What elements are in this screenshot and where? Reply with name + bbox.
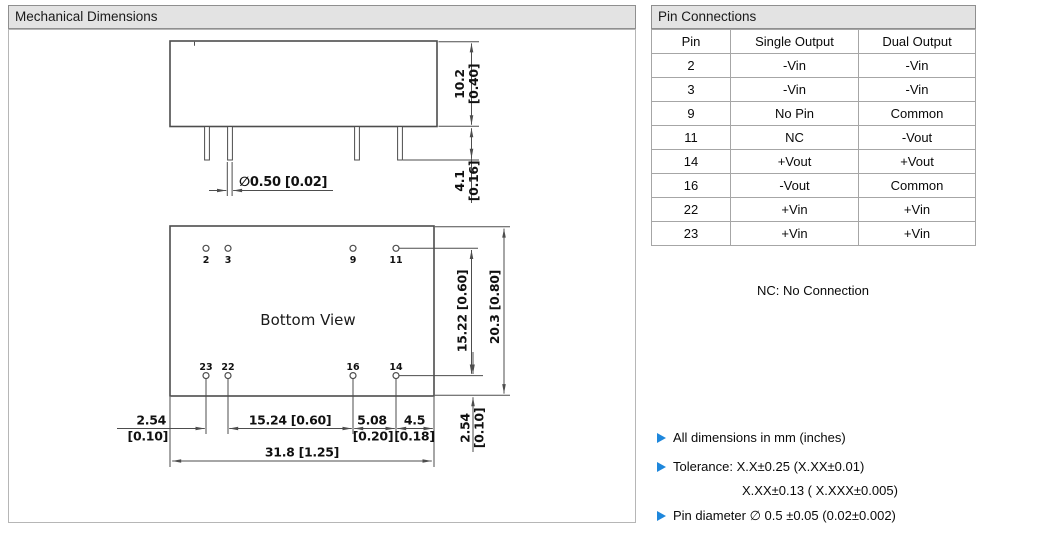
- note-text: Pin diameter ∅ 0.5 ±0.05 (0.02±0.002): [673, 508, 896, 523]
- pin-cell: 9: [651, 101, 731, 126]
- nc-note: NC: No Connection: [757, 283, 869, 298]
- dim-pin-length-mm: 4.1: [452, 170, 467, 191]
- pin-label-16: 16: [346, 362, 360, 373]
- dim-offset-v-mm: 2.54: [458, 413, 473, 443]
- bottom-view-label: Bottom View: [260, 311, 355, 329]
- dim-pin-diameter: ∅0.50 [0.02]: [239, 175, 327, 190]
- dual-output-cell: Common: [858, 101, 976, 126]
- note-text: All dimensions in mm (inches): [673, 430, 846, 445]
- table-row: 9 No Pin Common: [651, 101, 976, 126]
- dim-pitch2: 15.24 [0.60]: [249, 413, 332, 428]
- single-output-cell: +Vin: [730, 197, 859, 222]
- pin-label-3: 3: [225, 255, 232, 266]
- single-output-cell: No Pin: [730, 101, 859, 126]
- pin-label-2: 2: [203, 255, 210, 266]
- dim-pitch3-mm: 5.08: [357, 413, 387, 428]
- side-view: [169, 40, 479, 203]
- mechanical-dimensions-header: Mechanical Dimensions: [8, 5, 636, 29]
- dual-output-cell: +Vout: [858, 149, 976, 174]
- table-row: 22 +Vin +Vin: [651, 197, 976, 222]
- pin-connections-table: Pin Single Output Dual Output 2 -Vin -Vi…: [651, 29, 976, 246]
- side-view-dimension-labels: 10.2 [0.40] 4.1 [0.16] ∅0.50 [0.02]: [239, 64, 481, 201]
- table-row: 14 +Vout +Vout: [651, 149, 976, 174]
- table-row: 2 -Vin -Vin: [651, 53, 976, 78]
- table-row: 11 NC -Vout: [651, 125, 976, 150]
- col-header-pin: Pin: [651, 29, 731, 54]
- note-tolerance-continued: X.XX±0.13 ( X.XXX±0.005): [657, 483, 1047, 498]
- table-row: 16 -Vout Common: [651, 173, 976, 198]
- dim-body-width: 31.8 [1.25]: [265, 445, 339, 460]
- bottom-view-labels: Bottom View 2 3 9 11 23 22 16 14 15.22 […: [128, 255, 502, 460]
- side-view-pins: [204, 126, 403, 161]
- pin-connections-title: Pin Connections: [658, 9, 757, 24]
- pin-label-22: 22: [221, 362, 234, 373]
- dim-pitch3-in: [0.20]: [353, 429, 393, 444]
- dual-output-cell: -Vin: [858, 77, 976, 102]
- dual-output-cell: -Vout: [858, 125, 976, 150]
- pin-cell: 11: [651, 125, 731, 150]
- dim-pitch1-mm: 2.54: [136, 413, 166, 428]
- bottom-view: [117, 225, 510, 467]
- note-tolerance: Tolerance: X.X±0.25 (X.XX±0.01): [657, 459, 1047, 474]
- single-output-cell: +Vin: [730, 221, 859, 246]
- dim-pin-length-in: [0.16]: [466, 161, 481, 201]
- mechanical-drawing: 10.2 [0.40] 4.1 [0.16] ∅0.50 [0.02]: [117, 40, 510, 467]
- dim-height-in: [0.40]: [466, 64, 481, 104]
- single-output-cell: -Vout: [730, 173, 859, 198]
- dim-pitch4-mm: 4.5: [404, 413, 425, 428]
- dim-pitch1-in: [0.10]: [128, 429, 168, 444]
- note-bullet-icon: [657, 432, 666, 443]
- dual-output-cell: -Vin: [858, 53, 976, 78]
- col-header-single-output: Single Output: [730, 29, 859, 54]
- pin-cell: 2: [651, 53, 731, 78]
- note-dimensions: All dimensions in mm (inches): [657, 430, 1047, 445]
- pin-cell: 3: [651, 77, 731, 102]
- mechanical-dimensions-title: Mechanical Dimensions: [15, 9, 158, 24]
- dual-output-cell: +Vin: [858, 221, 976, 246]
- dim-pitch4-in: [0.18]: [394, 429, 434, 444]
- single-output-cell: +Vout: [730, 149, 859, 174]
- single-output-cell: -Vin: [730, 53, 859, 78]
- pin-connections-header: Pin Connections: [651, 5, 976, 29]
- single-output-cell: -Vin: [730, 77, 859, 102]
- dim-body-height: 20.3 [0.80]: [487, 270, 502, 344]
- pin-cell: 22: [651, 197, 731, 222]
- pin-label-9: 9: [350, 255, 357, 266]
- dim-pin-rows-span: 15.22 [0.60]: [455, 270, 470, 353]
- bottom-view-body: [169, 225, 435, 397]
- dual-output-cell: +Vin: [858, 197, 976, 222]
- pin-label-11: 11: [389, 255, 402, 266]
- single-output-cell: NC: [730, 125, 859, 150]
- pin-cell: 23: [651, 221, 731, 246]
- table-row: 23 +Vin +Vin: [651, 221, 976, 246]
- side-view-body: [169, 40, 438, 128]
- pin-label-14: 14: [389, 362, 403, 373]
- note-text: Tolerance: X.X±0.25 (X.XX±0.01): [673, 459, 865, 474]
- dim-height-mm: 10.2: [452, 69, 467, 99]
- note-bullet-icon: [657, 461, 666, 472]
- dual-output-cell: Common: [858, 173, 976, 198]
- col-header-dual-output: Dual Output: [858, 29, 976, 54]
- dim-offset-v-in: [0.10]: [472, 408, 487, 448]
- pin-cell: 14: [651, 149, 731, 174]
- pin-label-23: 23: [199, 362, 212, 373]
- table-header-row: Pin Single Output Dual Output: [651, 29, 976, 54]
- table-row: 3 -Vin -Vin: [651, 77, 976, 102]
- note-text: X.XX±0.13 ( X.XXX±0.005): [742, 483, 898, 498]
- pin-cell: 16: [651, 173, 731, 198]
- note-bullet-icon: [657, 511, 666, 521]
- note-pin-diameter: Pin diameter ∅ 0.5 ±0.05 (0.02±0.002): [657, 508, 1047, 524]
